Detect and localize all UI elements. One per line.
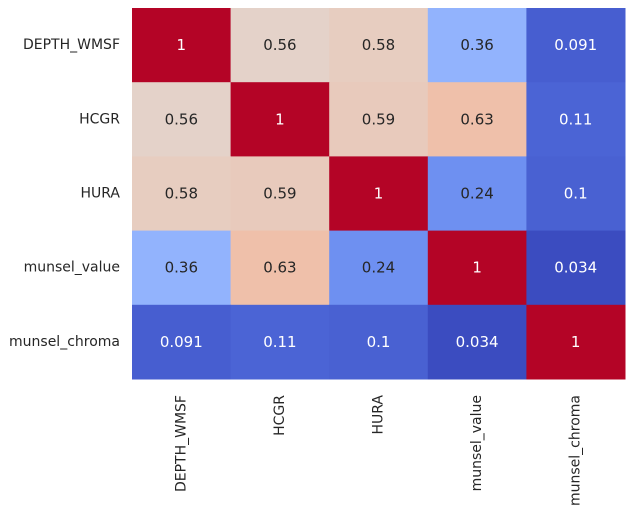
column-tick-label-1: HCGR — [272, 395, 288, 436]
heatmap-cell-r0-c3 — [427, 8, 527, 83]
cell-value-label-r0-c1: 0.56 — [263, 36, 296, 54]
heatmap-cell-r2-c4 — [526, 156, 626, 232]
cell-value-label-r3-c4: 0.034 — [554, 259, 597, 277]
row-tick-label-0: DEPTH_WMSF — [23, 37, 120, 53]
heatmap-cell-r3-c0 — [132, 230, 232, 306]
cell-value-label-r4-c3: 0.034 — [456, 333, 499, 351]
row-tick-label-3: munsel_value — [24, 260, 120, 276]
row-tick-labels: DEPTH_WMSF HCGR HURA munsel_value munsel_chr… — [9, 37, 120, 350]
heatmap-cell-r3-c3 — [427, 230, 527, 306]
cell-value-label-r4-c2: 0.1 — [367, 333, 391, 351]
heatmap-cell-r4-c2 — [329, 304, 429, 380]
heatmap-cell-r0-c0 — [132, 8, 232, 83]
cell-value-label-r1-c2: 0.59 — [362, 110, 395, 128]
cell-value-label-r3-c3: 1 — [472, 259, 482, 277]
heatmap-cell-r4-c4 — [526, 304, 626, 380]
column-tick-label-2: HURA — [371, 395, 387, 435]
cell-value-label-r2-c4: 0.1 — [564, 185, 588, 203]
cell-value-label-r0-c4: 0.091 — [554, 36, 597, 54]
heatmap-cell-r0-c4 — [526, 8, 626, 83]
heatmap-cell-r3-c4 — [526, 230, 626, 306]
cell-value-label-r3-c1: 0.63 — [263, 259, 296, 277]
heatmap-cell-r2-c2 — [329, 156, 429, 232]
column-tick-label-4: munsel_chroma — [568, 395, 584, 506]
column-tick-label-3: munsel_value — [469, 395, 485, 491]
row-tick-label-4: munsel_chroma — [9, 334, 120, 350]
row-tick-label-2: HURA — [80, 186, 120, 202]
cell-value-label-r4-c0: 0.091 — [160, 333, 203, 351]
heatmap-cell-r4-c0 — [132, 304, 232, 380]
heatmap-cell-r2-c3 — [427, 156, 527, 232]
heatmap-cell-r1-c0 — [132, 82, 232, 157]
cell-value-label-r0-c3: 0.36 — [460, 36, 493, 54]
cell-value-label-r2-c2: 1 — [374, 185, 384, 203]
cell-value-label-r3-c0: 0.36 — [165, 259, 198, 277]
heatmap-cell-r2-c0 — [132, 156, 232, 232]
cell-value-label-r4-c4: 1 — [571, 333, 581, 351]
heatmap-cell-r3-c2 — [329, 230, 429, 306]
heatmap-cell-r1-c1 — [230, 82, 330, 157]
cell-value-label-r2-c0: 0.58 — [165, 185, 198, 203]
heatmap-cell-r0-c1 — [230, 8, 330, 83]
heatmap-cell-r1-c3 — [427, 82, 527, 157]
cell-value-label-r1-c4: 0.11 — [559, 110, 592, 128]
heatmap-cell-r1-c2 — [329, 82, 429, 157]
column-tick-labels: DEPTH_WMSF HCGR HURA munsel_value munsel_chr… — [173, 395, 583, 506]
cell-value-label-r1-c1: 1 — [275, 110, 285, 128]
row-tick-label-1: HCGR — [79, 111, 120, 127]
heatmap-cell-r3-c1 — [230, 230, 330, 306]
heatmap-cell-r4-c3 — [427, 304, 527, 380]
heatmap-cell-r2-c1 — [230, 156, 330, 232]
cell-value-label-r1-c0: 0.56 — [165, 110, 198, 128]
column-tick-label-0: DEPTH_WMSF — [173, 395, 189, 492]
heatmap-cells — [132, 8, 626, 380]
cell-value-label-r3-c2: 0.24 — [362, 259, 395, 277]
cell-value-label-r2-c3: 0.24 — [460, 185, 493, 203]
cell-value-label-r0-c0: 1 — [177, 36, 187, 54]
cell-value-label-r1-c3: 0.63 — [460, 110, 493, 128]
cell-value-label-r4-c1: 0.11 — [263, 333, 296, 351]
heatmap-cell-r0-c2 — [329, 8, 429, 83]
heatmap-cell-r4-c1 — [230, 304, 330, 380]
heatmap-cell-r1-c4 — [526, 82, 626, 157]
cell-value-label-r2-c1: 0.59 — [263, 185, 296, 203]
cell-value-label-r0-c2: 0.58 — [362, 36, 395, 54]
